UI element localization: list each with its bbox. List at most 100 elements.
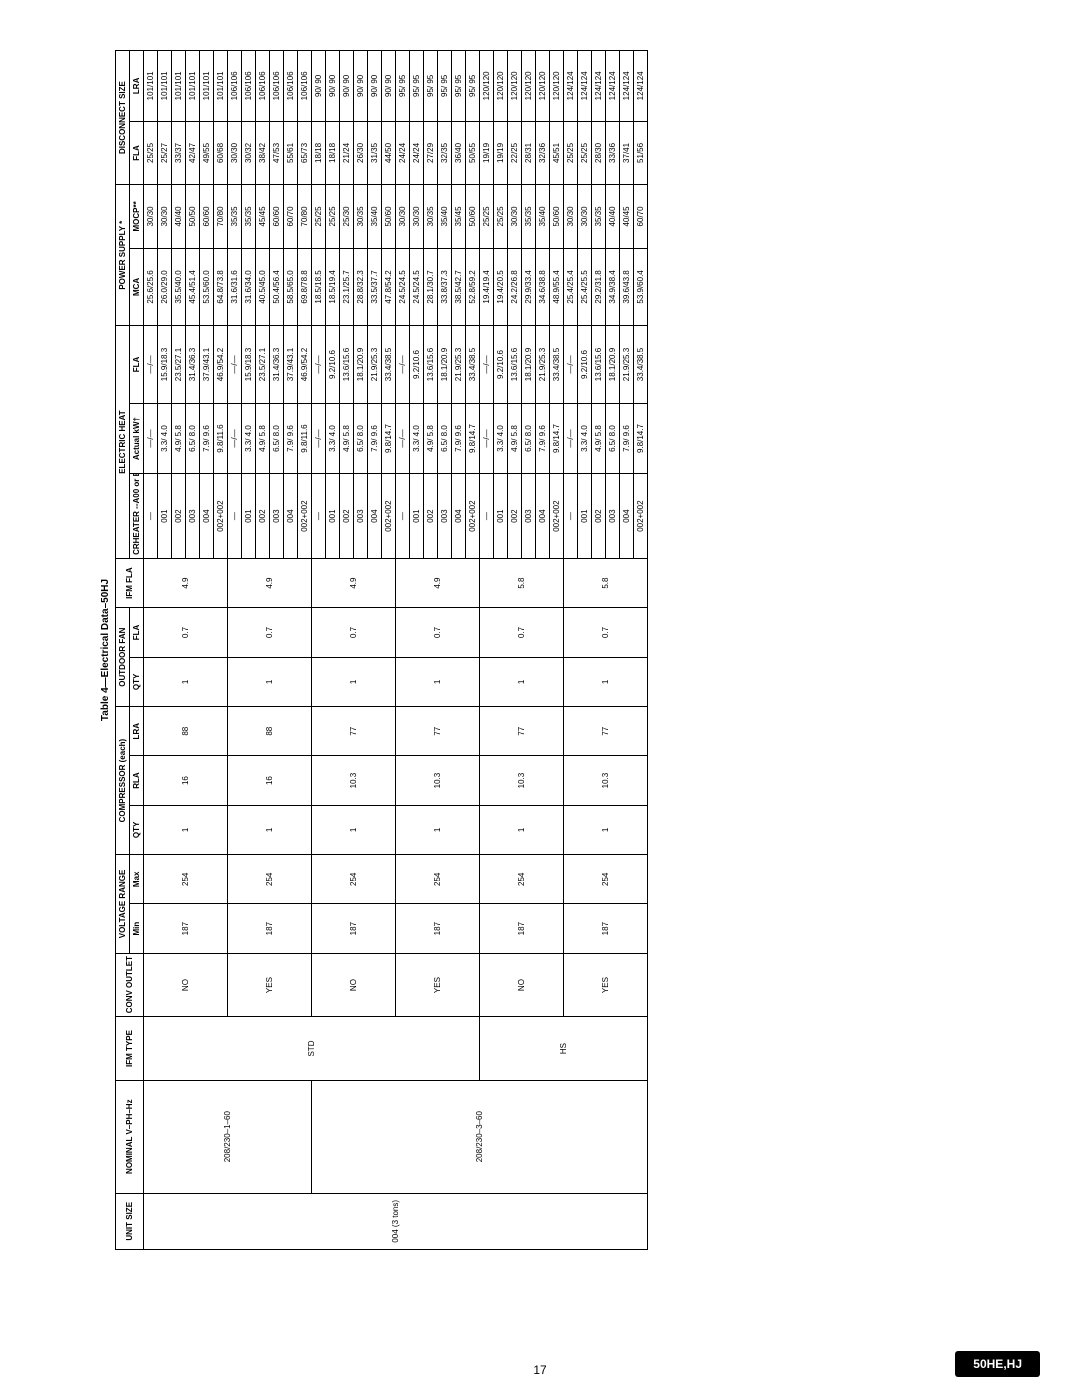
cell-kw: 3.3/ 4.0 <box>326 403 340 474</box>
cell-eh-fla: —/— <box>312 326 326 404</box>
cell-d-fla: 32/35 <box>438 121 452 184</box>
cell-of-qty: 1 <box>312 657 396 706</box>
cell-mca: 29.2/31.8 <box>592 248 606 326</box>
cell-kw: 4.9/ 5.8 <box>172 403 186 474</box>
cell-d-lra: 106/106 <box>270 51 284 122</box>
cell-cr: 004 <box>452 474 466 559</box>
cell-kw: —/— <box>564 403 578 474</box>
cell-mocp: 50/60 <box>382 185 396 248</box>
cell-kw: 7.9/ 9.6 <box>368 403 382 474</box>
cell-d-fla: 36/40 <box>452 121 466 184</box>
cell-cr: 002 <box>592 474 606 559</box>
cell-d-lra: 101/101 <box>186 51 200 122</box>
cell-mocp: 25/30 <box>340 185 354 248</box>
cell-cr: 004 <box>368 474 382 559</box>
cell-of-fla: 0.7 <box>228 608 312 657</box>
cell-eh-fla: 46.9/54.2 <box>214 326 228 404</box>
cell-eh-fla: 13.6/15.6 <box>592 326 606 404</box>
cell-eh-fla: —/— <box>144 326 158 404</box>
cell-cr: — <box>396 474 410 559</box>
cell-d-lra: 95/ 95 <box>410 51 424 122</box>
cell-mocp: 60/70 <box>284 185 298 248</box>
cell-d-lra: 106/106 <box>298 51 312 122</box>
cell-d-fla: 21/24 <box>340 121 354 184</box>
cell-d-lra: 90/ 90 <box>382 51 396 122</box>
cell-eh-fla: 21.9/25.3 <box>452 326 466 404</box>
cell-eh-fla: 31.4/36.3 <box>270 326 284 404</box>
cell-cr: 001 <box>494 474 508 559</box>
cell-eh-fla: 9.2/10.6 <box>578 326 592 404</box>
cell-mocp: 30/30 <box>578 185 592 248</box>
cell-mocp: 35/40 <box>438 185 452 248</box>
cell-kw: 9.8/11.6 <box>298 403 312 474</box>
cell-rla: 16 <box>228 756 312 805</box>
cell-eh-fla: —/— <box>564 326 578 404</box>
cell-mca: 24.5/24.5 <box>396 248 410 326</box>
cell-cr: 003 <box>186 474 200 559</box>
cell-d-lra: 120/120 <box>550 51 564 122</box>
cell-kw: 9.8/14.7 <box>382 403 396 474</box>
cell-d-fla: 26/30 <box>354 121 368 184</box>
h-mocp: MOCP** <box>130 185 144 248</box>
cell-qty: 1 <box>396 805 480 854</box>
cell-mca: 53.9/60.4 <box>634 248 648 326</box>
cell-d-lra: 120/120 <box>508 51 522 122</box>
cell-eh-fla: 15.9/18.3 <box>158 326 172 404</box>
cell-eh-fla: —/— <box>480 326 494 404</box>
cell-max: 254 <box>228 855 312 904</box>
cell-d-lra: 95/ 95 <box>452 51 466 122</box>
cell-d-lra: 95/ 95 <box>438 51 452 122</box>
cell-kw: 3.3/ 4.0 <box>410 403 424 474</box>
cell-kw: 9.8/14.7 <box>466 403 480 474</box>
cell-d-lra: 120/120 <box>494 51 508 122</box>
cell-cr: 004 <box>620 474 634 559</box>
cell-eh-fla: 33.4/38.5 <box>550 326 564 404</box>
cell-d-fla: 38/42 <box>256 121 270 184</box>
cell-mca: 33.5/37.7 <box>368 248 382 326</box>
h-conv: CONV OUTLET <box>116 953 144 1016</box>
cell-kw: 7.9/ 9.6 <box>452 403 466 474</box>
cell-d-fla: 33/36 <box>606 121 620 184</box>
cell-kw: 7.9/ 9.6 <box>200 403 214 474</box>
cell-mocp: 35/40 <box>536 185 550 248</box>
cell-max: 254 <box>564 855 648 904</box>
cell-d-fla: 51/56 <box>634 121 648 184</box>
h-d-fla: FLA <box>130 121 144 184</box>
h-outdoor: OUTDOOR FAN <box>116 608 130 707</box>
cell-kw: 9.8/14.7 <box>550 403 564 474</box>
cell-mocp: 30/30 <box>508 185 522 248</box>
cell-mocp: 35/35 <box>592 185 606 248</box>
cell-mca: 31.6/31.6 <box>228 248 242 326</box>
cell-d-fla: 25/27 <box>158 121 172 184</box>
cell-cr: 001 <box>158 474 172 559</box>
cell-of-fla: 0.7 <box>564 608 648 657</box>
cell-mocp: 35/35 <box>522 185 536 248</box>
cell-d-fla: 32/36 <box>536 121 550 184</box>
h-kw: Actual kW† <box>130 403 144 474</box>
h-disc: DISCONNECT SIZE <box>116 51 130 185</box>
cell-d-lra: 95/ 95 <box>396 51 410 122</box>
cell-eh-fla: 9.2/10.6 <box>410 326 424 404</box>
cell-d-lra: 90/ 90 <box>312 51 326 122</box>
cell-d-fla: 37/41 <box>620 121 634 184</box>
cell-mocp: 45/45 <box>256 185 270 248</box>
cell-mocp: 25/25 <box>480 185 494 248</box>
cell-d-fla: 25/25 <box>578 121 592 184</box>
cell-d-fla: 55/61 <box>284 121 298 184</box>
cell-kw: 4.9/ 5.8 <box>508 403 522 474</box>
h-of-qty: QTY <box>130 657 144 706</box>
cell-d-lra: 101/101 <box>144 51 158 122</box>
h-eh-fla: FLA <box>130 326 144 404</box>
cell-d-lra: 95/ 95 <box>424 51 438 122</box>
cell-kw: 7.9/ 9.6 <box>620 403 634 474</box>
cell-mca: 29.9/33.4 <box>522 248 536 326</box>
h-of-fla: FLA <box>130 608 144 657</box>
cell-mca: 18.5/18.5 <box>312 248 326 326</box>
cell-max: 254 <box>312 855 396 904</box>
cell-eh-fla: 33.4/38.5 <box>382 326 396 404</box>
cell-mocp: 70/80 <box>298 185 312 248</box>
cell-mocp: 35/45 <box>452 185 466 248</box>
cell-mca: 48.9/55.4 <box>550 248 564 326</box>
cell-d-fla: 25/25 <box>564 121 578 184</box>
cell-mca: 28.1/30.7 <box>424 248 438 326</box>
